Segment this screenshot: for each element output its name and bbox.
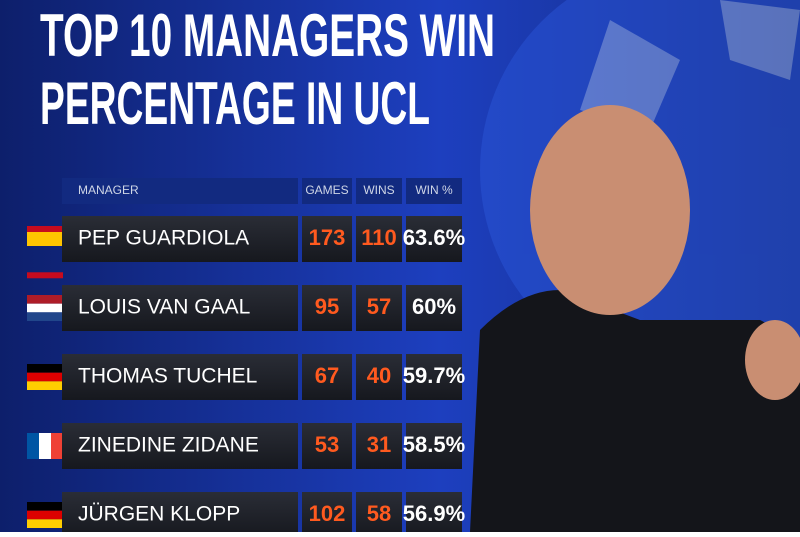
- table-header: MANAGER GAMES WINS WIN %: [62, 178, 462, 204]
- flag-stripe: [27, 312, 63, 321]
- manager-name: ZINEDINE ZIDANE: [78, 434, 259, 457]
- wins-cell: [356, 492, 402, 537]
- flag-stripe: [51, 433, 63, 459]
- table-row: THOMAS TUCHEL 67 40 59.7%: [27, 354, 465, 400]
- wins-cell: [356, 354, 402, 400]
- flag-stripe: [27, 295, 63, 304]
- table-row: ZINEDINE ZIDANE 53 31 58.5%: [27, 423, 465, 469]
- flag-stripe: [27, 372, 63, 382]
- title-line: PERCENTAGE IN UCL: [40, 70, 430, 137]
- flag-stripe: [27, 510, 63, 520]
- wins: 58: [367, 501, 391, 526]
- column-header: WIN %: [415, 183, 453, 197]
- manager-name: JÜRGEN KLOPP: [78, 503, 240, 526]
- games: 67: [315, 363, 339, 388]
- games-cell: [302, 423, 352, 469]
- pct-cell: [406, 492, 462, 537]
- wins-cell: [356, 216, 402, 262]
- flag-stripe: [27, 433, 39, 459]
- games: 102: [309, 501, 346, 526]
- win-pct: 60%: [412, 294, 456, 319]
- title-line: TOP 10 MANAGERS WIN: [40, 2, 495, 69]
- win-pct: 63.6%: [403, 225, 465, 250]
- column-header: WINS: [363, 183, 394, 197]
- win-pct: 59.7%: [403, 363, 465, 388]
- wins: 40: [367, 363, 391, 388]
- flag-stripe: [27, 502, 63, 511]
- win-pct: 58.5%: [403, 432, 465, 457]
- wins-cell: [356, 285, 402, 331]
- games: 173: [309, 225, 346, 250]
- flag-stripe: [27, 303, 63, 313]
- games-cell: [302, 354, 352, 400]
- manager-photo: [470, 105, 800, 532]
- table-body: PEP GUARDIOLA 173 110 63.6% LOUIS VAN GAAL 95…: [27, 216, 465, 537]
- wins-cell: [356, 423, 402, 469]
- flag-stripe: [27, 364, 63, 373]
- games-cell: [302, 492, 352, 537]
- name-cell: [62, 354, 298, 400]
- name-cell: [62, 423, 298, 469]
- flag-stripe: [27, 519, 63, 528]
- flag-stripe: [27, 272, 63, 279]
- manager-name: LOUIS VAN GAAL: [78, 296, 250, 319]
- games: 53: [315, 432, 339, 457]
- flag-stripe: [27, 381, 63, 390]
- column-header: MANAGER: [78, 183, 139, 197]
- wins: 57: [367, 294, 391, 319]
- games: 95: [315, 294, 339, 319]
- wins: 110: [361, 225, 397, 250]
- pct-cell: [406, 423, 462, 469]
- name-cell: [62, 492, 298, 537]
- flag-stripe: [27, 232, 63, 246]
- wins: 31: [367, 432, 391, 457]
- pct-cell: [406, 354, 462, 400]
- manager-name: THOMAS TUCHEL: [78, 365, 257, 388]
- manager-name: PEP GUARDIOLA: [78, 227, 249, 250]
- pct-cell: [406, 285, 462, 331]
- win-pct: 56.9%: [403, 501, 465, 526]
- pct-cell: [406, 216, 462, 262]
- name-cell: [62, 285, 298, 331]
- flag-stripe: [39, 433, 51, 459]
- table-row: JÜRGEN KLOPP 102 58 56.9%: [27, 492, 465, 537]
- table-row: LOUIS VAN GAAL 95 57 60%: [27, 285, 462, 331]
- games-cell: [302, 285, 352, 331]
- games-cell: [302, 216, 352, 262]
- table-row: PEP GUARDIOLA 173 110 63.6%: [27, 216, 465, 279]
- flag-stripe: [27, 226, 63, 232]
- name-cell: [62, 216, 298, 262]
- column-header: GAMES: [305, 183, 348, 197]
